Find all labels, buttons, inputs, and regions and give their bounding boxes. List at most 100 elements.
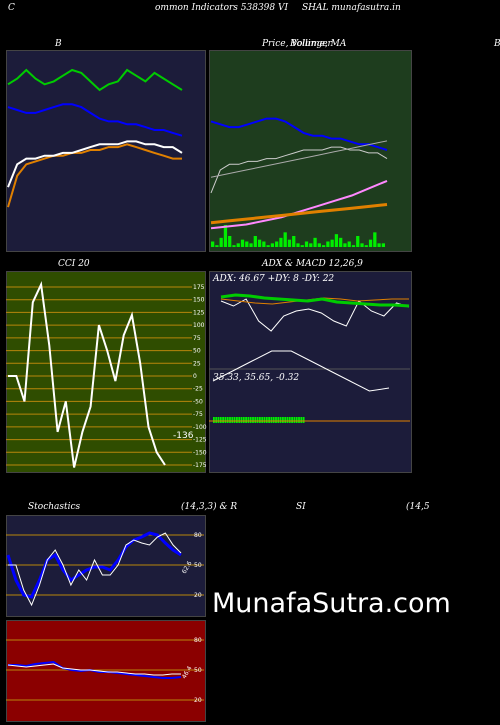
price-title: Price, Volume, MA	[262, 39, 347, 49]
macd-histogram-bar	[238, 417, 241, 423]
rsi-title: SI	[296, 502, 306, 512]
macd-histogram-bar	[213, 417, 215, 423]
cci-chart: 175 150 125 100 75 50 25 0 -25 -50 -75 -100 -125 -150…	[6, 280, 207, 469]
adx-green-line	[220, 293, 410, 308]
adx-macd-title: ADX & MACD 12,26,9	[262, 259, 363, 269]
rsi-tick-label: 80	[194, 637, 202, 644]
macd-histogram-bar	[217, 417, 220, 423]
volume-bar	[381, 243, 385, 247]
cci-tick-label: 25	[193, 360, 201, 367]
rsi-white-line	[7, 663, 181, 676]
macd-histogram-bar	[224, 417, 227, 423]
rsi-last-label: 46.4	[181, 665, 194, 680]
macd-histogram-bar	[245, 417, 247, 423]
macd-histogram-bar	[300, 417, 303, 423]
bollinger-series-2	[7, 143, 182, 208]
volume-bar	[377, 243, 381, 247]
macd-histogram-bar	[233, 417, 236, 423]
macd-histogram-bar	[222, 417, 224, 423]
macd-histogram-bar	[252, 417, 254, 423]
volume-bar	[300, 245, 304, 247]
price-title-overlap: Bollinger	[290, 39, 332, 49]
cci-tick-label: -75	[193, 411, 203, 418]
volume-bar	[351, 245, 356, 247]
cci-tick-label: 50	[193, 348, 201, 355]
macd-histogram-bar	[240, 417, 243, 423]
stoch-tick-label: 50	[194, 562, 202, 569]
volume-bar	[228, 236, 232, 247]
price-line	[210, 146, 388, 194]
cci-title: CCI 20	[58, 259, 90, 269]
volume-bar	[266, 245, 270, 247]
volume-bar	[309, 243, 313, 247]
macd-histogram-bar	[215, 417, 218, 423]
price-ma-orange	[210, 203, 388, 225]
watermark: MunafaSutra.com	[212, 588, 451, 619]
volume-bar	[326, 241, 330, 247]
macd-histogram-bar	[265, 417, 268, 423]
volume-bar	[262, 241, 266, 247]
adx-text: ADX: 46.67 +DY: 8 -DY: 22	[213, 274, 335, 284]
volume-bar	[257, 239, 262, 247]
volume-bar	[275, 241, 279, 247]
stoch-last-label: 62.6	[181, 560, 194, 575]
macd-histogram-bar	[293, 417, 296, 423]
volume-bar	[236, 243, 240, 247]
volume-bar	[360, 243, 364, 247]
macd-histogram-bar	[268, 417, 270, 423]
stoch-title: Stochastics	[28, 502, 81, 512]
header-right: SHAL munafasutra.in	[302, 3, 401, 13]
stoch-panel	[6, 515, 206, 617]
stoch-tick-label: 80	[194, 532, 202, 539]
macd-text: 35.33, 35.65, -0.32	[213, 373, 300, 383]
cci-tick-label: -150	[193, 449, 207, 456]
macd-histogram-bar	[288, 417, 291, 423]
macd-histogram-bar	[249, 417, 252, 423]
cci-tick-label: -175	[193, 462, 207, 469]
volume-bar	[232, 245, 236, 247]
volume-bar	[313, 237, 317, 247]
volume-bar	[287, 239, 292, 247]
adx-chart	[209, 293, 410, 423]
volume-bar	[283, 232, 287, 247]
macd-histogram-bar	[226, 417, 229, 423]
volume-bar	[339, 237, 343, 247]
volume-bar	[373, 232, 377, 247]
cci-tick-label: -100	[193, 424, 207, 431]
macd-histogram-bar	[282, 417, 284, 423]
volume-bar	[240, 239, 245, 247]
macd-histogram-bar	[254, 417, 257, 423]
volume-bar	[270, 243, 275, 247]
cci-line	[8, 280, 166, 468]
macd-histogram-bar	[229, 417, 231, 423]
cci-tick-label: 0	[193, 373, 197, 380]
volume-bar	[245, 241, 249, 247]
volume-bar	[368, 239, 373, 247]
macd-histogram-bar	[247, 417, 250, 423]
stoch-tick-label: 20	[194, 592, 202, 599]
macd-histogram-bar	[270, 417, 273, 423]
macd-histogram-bar	[272, 417, 275, 423]
macd-histogram-bar	[298, 417, 300, 423]
macd-histogram-bar	[231, 417, 234, 423]
stoch-params: (14,3,3) & R	[181, 502, 238, 512]
macd-histogram-bar	[302, 417, 305, 423]
volume-bar	[296, 243, 300, 247]
volume-bar	[364, 245, 368, 247]
volume-bar	[249, 243, 253, 247]
volume-bar	[253, 236, 257, 247]
cci-tick-label: 125	[193, 309, 205, 316]
macd-histogram-bar	[256, 417, 259, 423]
macd-histogram-bar	[242, 417, 245, 423]
volume-bar	[347, 241, 351, 247]
volume-bar	[343, 243, 347, 247]
adx-di-line	[220, 298, 410, 332]
volume-bar	[334, 234, 339, 247]
rsi-chart: 80 50 20 46.4	[6, 637, 204, 704]
volume-bar	[211, 241, 215, 247]
cci-tick-label: 100	[193, 322, 205, 329]
cci-tick-label: -125	[193, 437, 207, 444]
bollinger-title: B	[55, 39, 62, 49]
volume-bar	[219, 237, 223, 247]
volume-bar	[356, 236, 360, 247]
